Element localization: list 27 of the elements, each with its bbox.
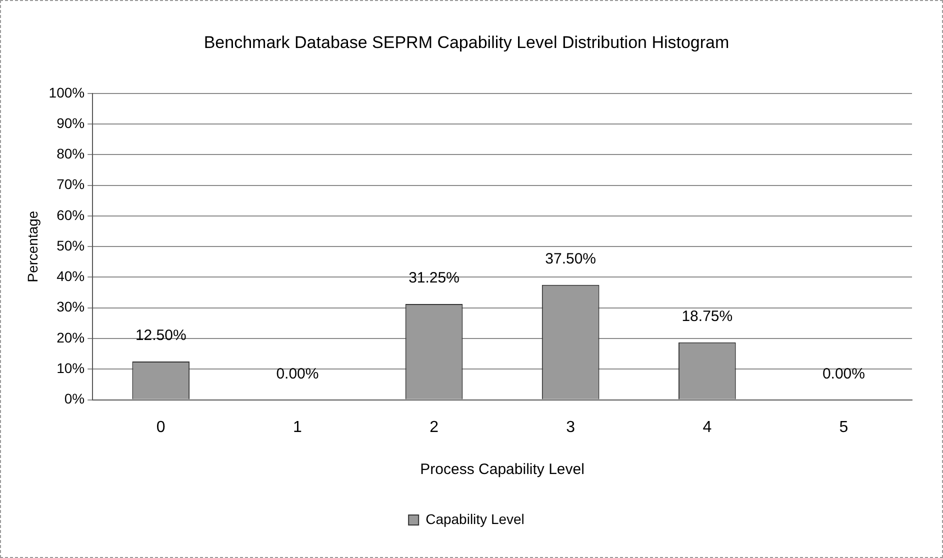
y-tick-label: 90% <box>56 114 85 131</box>
x-tick-label: 3 <box>566 418 576 436</box>
y-tick-label: 10% <box>56 360 85 376</box>
x-tick-label: 2 <box>430 418 439 436</box>
y-tick-label: 70% <box>56 176 85 192</box>
x-tick-label: 5 <box>839 418 848 436</box>
legend-label: Capability Level <box>426 510 524 527</box>
y-tick-label: 0% <box>64 390 85 407</box>
data-label: 0.00% <box>276 365 319 382</box>
data-label: 12.50% <box>135 327 186 344</box>
data-label: 0.00% <box>822 365 865 382</box>
data-label: 31.25% <box>408 270 460 287</box>
chart-title: Benchmark Database SEPRM Capability Level Distribution Histogram <box>204 32 730 52</box>
x-tick-label: 4 <box>702 418 712 436</box>
x-axis-title: Process Capability Level <box>420 461 584 478</box>
x-tick-label: 0 <box>156 418 166 436</box>
y-tick-label: 60% <box>56 206 85 223</box>
y-tick-label: 50% <box>56 237 85 254</box>
x-tick-label: 1 <box>293 418 302 436</box>
data-label: 37.50% <box>545 250 596 268</box>
data-label: 18.75% <box>682 308 733 325</box>
y-tick-label: 100% <box>48 84 85 100</box>
y-tick-label: 30% <box>56 298 85 315</box>
y-axis-title: Percentage <box>24 210 40 282</box>
y-tick-label: 80% <box>56 146 85 162</box>
y-tick-label: 40% <box>56 268 85 284</box>
y-tick-label: 20% <box>56 329 85 346</box>
